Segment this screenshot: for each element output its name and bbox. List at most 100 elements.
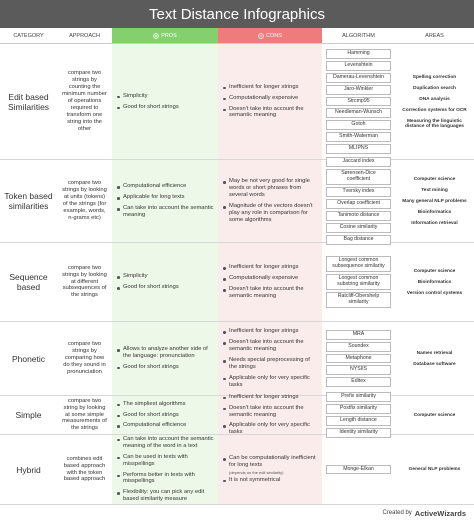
con-item: Applicable only for very specific tasks <box>222 375 318 389</box>
algorithm: Needleman-Wunsch <box>326 108 391 119</box>
algorithm: Levenshtein <box>326 60 391 71</box>
algorithm: Length distance <box>326 416 391 426</box>
algorithm: Postfix similarity <box>326 404 391 414</box>
cell: compare two strings by counting the mini… <box>57 44 112 160</box>
cell: Names retrieval Database software <box>395 322 474 396</box>
algorithm: Prefix similarity <box>326 392 391 403</box>
con-item: Computationally expensive <box>222 275 318 282</box>
approach: compare two string by looking at some si… <box>62 397 107 432</box>
cell: combines edit based approach with the to… <box>57 435 112 505</box>
pro-item: Computational efficience <box>116 422 214 429</box>
category: Simple <box>15 410 42 420</box>
footer: Created by ActiveWizards <box>0 505 474 521</box>
cell: Phonetic <box>0 322 57 396</box>
cell: General NLP problems <box>395 435 474 505</box>
algorithm: Longest common subsequence similarity <box>326 256 391 273</box>
header-icon <box>153 32 159 39</box>
column-header: CONS <box>218 28 322 44</box>
con-item: Computationally expensive <box>222 95 318 102</box>
con-item: May be not very good for single words or… <box>222 178 318 199</box>
con-item: Doesn't take into account the semantic m… <box>222 106 318 120</box>
category: Token based similarities <box>4 191 53 211</box>
area: Measuring the linguistic distance of the… <box>405 118 464 129</box>
pro-item: Applicable for long texts <box>116 194 214 201</box>
algorithm: Monge-Elkan <box>326 464 391 475</box>
cell: Can take into account the semantic meani… <box>112 435 218 505</box>
con-item: Applicable only for very specific tasks <box>222 422 318 436</box>
area: Computer science <box>413 412 456 418</box>
cell: Inefficient for longer strings Computatio… <box>218 44 322 160</box>
algorithm: Longest common substring similarity <box>326 274 391 290</box>
header-text: PROS <box>161 32 177 39</box>
algorithm: Tanimoto distance <box>326 210 391 221</box>
category: Sequence based <box>9 272 48 292</box>
area: Information retrieval <box>411 220 458 226</box>
cell: Allows to analyze another side of the la… <box>112 322 218 396</box>
con-item: It is not symmetrical <box>222 477 318 484</box>
column-header: AREAS <box>395 28 474 44</box>
footer-brand: ActiveWizards <box>414 508 466 518</box>
cell: Edit based Similarities <box>0 44 57 160</box>
cell: Simplicity Good for short strings <box>112 243 218 322</box>
cell: Inefficient for longer strings Computatio… <box>218 243 322 322</box>
column-header: APPROACH <box>57 28 112 44</box>
area: Version control systems <box>406 290 463 296</box>
approach: compare two strings by looking at differ… <box>62 264 107 299</box>
con-item: Doesn't take into account the semantic m… <box>222 339 318 353</box>
category: Phonetic <box>11 353 46 364</box>
cell: Computer science Text mining Many general … <box>395 160 474 243</box>
cell: May be not very good for single words or… <box>218 160 322 243</box>
cell: compare two strings by looking at units … <box>57 160 112 243</box>
cell: The simpliest algorithms Good for short s… <box>112 396 218 435</box>
algorithm: Bag distance <box>326 234 391 245</box>
cell: Monge-Elkan <box>322 435 395 505</box>
cell: compare two string by looking at some si… <box>57 396 112 435</box>
con-item: Magnitude of the vectors doesn't play an… <box>222 203 318 224</box>
area: Database software <box>413 361 456 367</box>
cell: Hybrid <box>0 435 57 505</box>
algorithm: Jaccard index <box>326 157 391 168</box>
area: Text mining <box>421 187 448 193</box>
header-icon <box>258 32 264 39</box>
cell: Inefficient for longer strings Doesn't ta… <box>218 394 322 436</box>
approach: combines edit based approach with the to… <box>63 455 106 483</box>
approach: compare two strings by counting the mini… <box>62 70 107 132</box>
area: General NLP problems <box>408 467 461 472</box>
column-header: ALGORITHM <box>322 28 395 44</box>
pro-item: Can take into account the semantic meani… <box>116 436 214 450</box>
algorithm: Strcmp95 <box>326 96 391 107</box>
column-header: PROS <box>112 28 218 44</box>
column-header: CATEGORY <box>0 28 57 44</box>
con-item: Inefficient for longer strings <box>222 264 318 271</box>
algorithm: Overlap coefficient <box>326 199 391 209</box>
cell: Inefficient for longer strings Doesn't ta… <box>218 322 322 396</box>
cell: Computer science <box>395 396 474 435</box>
pro-item: Simplicity <box>116 93 214 100</box>
cell: Jaccard index Sørensen-Dice coefficient Tv… <box>322 157 395 245</box>
cell: compare two strings by looking at differ… <box>57 243 112 322</box>
con-item: Can be computationally inefficient for l… <box>222 455 318 469</box>
cell: compare two strings by comparing how do … <box>57 322 112 396</box>
pro-item: Can take into account the semantic meani… <box>116 205 214 219</box>
area: Bioinformatics <box>417 279 452 285</box>
pro-item: Performs better in texts with misspellin… <box>116 472 214 486</box>
con-item: Needs special preprocessing of the strin… <box>222 357 318 371</box>
pro-item: Computational efficience <box>116 183 214 190</box>
algorithm: NYSIIS <box>326 365 391 376</box>
algorithm: Editex <box>326 377 391 388</box>
pro-item: Good for short strings <box>116 284 214 291</box>
algorithm: Identity similarity <box>326 427 391 438</box>
cell: Simple <box>0 396 57 435</box>
approach: compare two strings by looking at units … <box>62 180 107 221</box>
algorithm: Smith-Waterman <box>326 132 391 143</box>
cell: Computer science Bioinformatics Version co… <box>395 243 474 322</box>
algorithm: Ratcliff-Obershelp similarity <box>326 291 391 308</box>
header-text: CONS <box>266 32 282 39</box>
con-item: Inefficient for longer strings <box>222 328 318 335</box>
header-text: CATEGORY <box>13 32 44 39</box>
pro-item: Good for short strings <box>116 412 214 419</box>
algorithm: Gotoh <box>326 120 391 131</box>
approach: compare two strings by comparing how do … <box>63 341 106 375</box>
algorithm: MLIPNS <box>326 144 391 155</box>
